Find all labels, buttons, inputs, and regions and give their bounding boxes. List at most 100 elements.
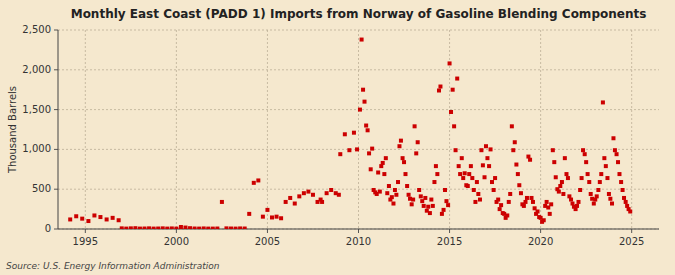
point bbox=[355, 147, 359, 151]
background bbox=[0, 0, 675, 275]
point bbox=[483, 175, 487, 179]
point bbox=[472, 188, 476, 192]
x-tick bbox=[631, 229, 632, 233]
point bbox=[511, 148, 515, 152]
point bbox=[517, 183, 521, 187]
y-tick-label: 1,500 bbox=[22, 104, 51, 115]
point bbox=[311, 193, 315, 197]
point bbox=[234, 227, 238, 229]
point bbox=[479, 148, 483, 152]
point bbox=[413, 124, 417, 128]
point bbox=[419, 194, 423, 198]
point bbox=[519, 191, 523, 195]
point bbox=[193, 227, 197, 229]
point bbox=[496, 198, 500, 202]
point bbox=[391, 202, 395, 206]
point bbox=[364, 124, 368, 128]
point bbox=[170, 226, 174, 229]
point bbox=[499, 203, 503, 207]
x-tick bbox=[267, 229, 268, 233]
point bbox=[554, 175, 558, 179]
point bbox=[563, 156, 567, 160]
point bbox=[261, 215, 265, 219]
point bbox=[405, 184, 409, 188]
point bbox=[508, 192, 512, 196]
point bbox=[449, 110, 453, 114]
point bbox=[531, 200, 535, 204]
point bbox=[265, 208, 269, 212]
point bbox=[619, 180, 623, 184]
point bbox=[469, 164, 473, 168]
point bbox=[381, 161, 385, 165]
point bbox=[524, 200, 528, 204]
point bbox=[393, 188, 397, 192]
point bbox=[378, 190, 382, 194]
point bbox=[586, 172, 590, 176]
chart: 05001,0001,5002,0002,5001995200020052010… bbox=[0, 0, 675, 275]
point bbox=[536, 209, 540, 213]
point bbox=[580, 176, 584, 180]
point bbox=[152, 227, 156, 229]
y-tick-label: 1,000 bbox=[22, 143, 51, 154]
point bbox=[607, 192, 611, 196]
y-axis-line bbox=[58, 30, 59, 229]
point bbox=[105, 217, 109, 221]
point bbox=[484, 144, 488, 148]
point bbox=[507, 200, 511, 204]
point bbox=[558, 184, 562, 188]
point bbox=[435, 172, 439, 176]
point bbox=[161, 226, 165, 229]
point bbox=[473, 200, 477, 204]
point bbox=[80, 217, 84, 221]
point bbox=[566, 176, 570, 180]
point bbox=[513, 140, 517, 144]
point bbox=[366, 128, 370, 132]
point bbox=[548, 212, 552, 216]
point bbox=[347, 148, 351, 152]
point bbox=[489, 147, 493, 151]
point bbox=[143, 227, 147, 229]
point bbox=[306, 190, 310, 194]
point bbox=[417, 188, 421, 192]
y-tick bbox=[54, 69, 58, 70]
y-tick-label: 2,500 bbox=[22, 24, 51, 35]
point bbox=[270, 215, 274, 219]
point bbox=[416, 140, 420, 144]
point bbox=[390, 195, 394, 199]
y-tick-label: 2,000 bbox=[22, 64, 51, 75]
point bbox=[211, 227, 215, 229]
point bbox=[138, 227, 142, 229]
point bbox=[444, 199, 448, 203]
point bbox=[247, 212, 251, 216]
point bbox=[596, 188, 600, 192]
point bbox=[68, 217, 72, 221]
point bbox=[279, 216, 283, 220]
point bbox=[530, 196, 534, 200]
point bbox=[470, 176, 474, 180]
point bbox=[437, 88, 441, 92]
x-grid-line bbox=[631, 30, 632, 229]
x-tick bbox=[85, 229, 86, 233]
point bbox=[74, 214, 78, 218]
source: Source: U.S. Energy Information Administ… bbox=[6, 261, 220, 271]
point bbox=[467, 172, 471, 176]
point bbox=[434, 164, 438, 168]
point bbox=[399, 139, 403, 143]
x-grid-line bbox=[267, 30, 268, 229]
grid bbox=[58, 30, 659, 229]
x-grid-line bbox=[85, 30, 86, 229]
point bbox=[370, 147, 374, 151]
point bbox=[129, 226, 133, 229]
point bbox=[352, 131, 356, 135]
point bbox=[602, 156, 606, 160]
point bbox=[206, 227, 210, 229]
point bbox=[552, 160, 556, 164]
point bbox=[396, 180, 400, 184]
point bbox=[174, 227, 178, 229]
point bbox=[617, 172, 621, 176]
point bbox=[542, 218, 546, 222]
point bbox=[407, 193, 411, 197]
point bbox=[98, 215, 102, 219]
point bbox=[442, 208, 446, 212]
point bbox=[229, 227, 233, 229]
